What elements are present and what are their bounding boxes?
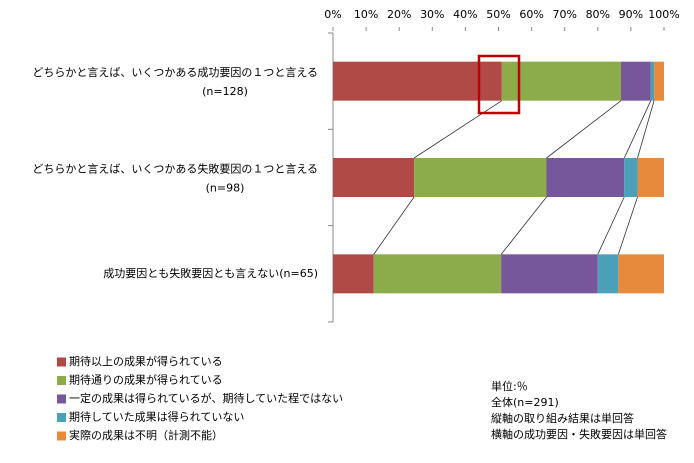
legend-swatch (57, 431, 66, 441)
category-label: 成功要因とも失敗要因とも言えない(n=65) (103, 266, 318, 280)
x-tick-label: 80% (586, 8, 610, 21)
x-tick-label: 10% (354, 8, 378, 21)
connector-line (413, 100, 503, 159)
bar-segment (333, 158, 415, 197)
bar-segment (597, 254, 619, 294)
x-tick-label: 70% (552, 8, 576, 21)
connector-line (500, 196, 547, 255)
x-tick-label: 40% (453, 8, 477, 21)
bar-segment (637, 158, 664, 197)
connector-line (373, 196, 415, 255)
bar-segment (546, 158, 625, 197)
x-tick-label: 100% (648, 8, 679, 21)
legend-swatch (57, 394, 66, 404)
legend-swatch (57, 376, 66, 385)
legend-label: 一定の成果は得られているが、期待していた程ではない (69, 391, 343, 405)
bar-segment (501, 254, 598, 294)
x-tick-label: 90% (619, 8, 643, 21)
bar-segment (333, 61, 502, 101)
note: 単位:％ (491, 379, 528, 393)
x-tick-label: 30% (420, 8, 444, 21)
legend-swatch (57, 413, 66, 422)
category-label: どちらかと言えば、いくつかある失敗要因の１つと言える (32, 162, 318, 176)
legend-swatch (57, 357, 66, 367)
x-tick-label: 50% (486, 8, 510, 21)
category-label: (n=98) (206, 182, 245, 195)
x-tick-label: 0% (324, 8, 341, 21)
connector-line (617, 196, 638, 255)
legend-label: 期待以上の成果が得られている (69, 354, 223, 368)
bar-segment (654, 61, 664, 101)
legend-label: 期待していた成果は得られていない (69, 410, 244, 424)
bar-segment (618, 254, 664, 294)
note: 横軸の成功要因・失敗要因は単回答 (491, 427, 667, 441)
bar-segment (501, 61, 621, 101)
bar-segment (333, 254, 374, 294)
bar-segment (373, 254, 502, 294)
x-tick-label: 20% (387, 8, 411, 21)
note: 縦軸の取り組み結果は単回答 (491, 411, 634, 425)
bar-segment (414, 158, 547, 197)
connector-line (623, 100, 652, 159)
connector-line (546, 100, 622, 159)
connector-line (597, 196, 625, 255)
category-label: (n=128) (202, 85, 248, 98)
connector-line (637, 100, 655, 159)
category-label: どちらかと言えば、いくつかある成功要因の１つと言える (32, 66, 318, 79)
bar-segment (650, 61, 655, 101)
bar-segment (624, 158, 638, 197)
legend-label: 期待通りの成果が得られている (69, 373, 223, 387)
legend-label: 実際の成果は不明（計測不能） (69, 428, 223, 442)
x-tick-label: 60% (519, 8, 543, 21)
highlight-box (477, 54, 521, 115)
note: 全体(n=291) (491, 395, 559, 409)
bar-segment (620, 61, 651, 101)
